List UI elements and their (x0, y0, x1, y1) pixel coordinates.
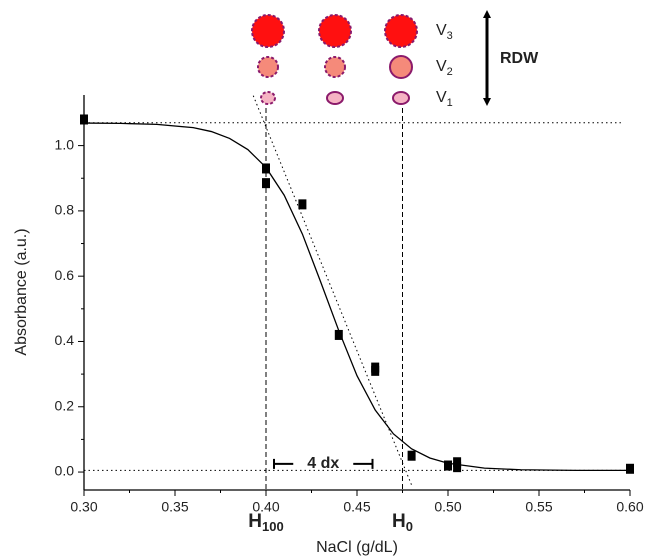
volume-label-sub: 3 (447, 30, 453, 42)
volume-label-text: V (436, 89, 447, 106)
cell (260, 91, 276, 105)
volume-label-sub: 2 (447, 66, 453, 78)
y-tick-label: 0.0 (55, 463, 75, 479)
x-tick-label: 0.60 (616, 499, 643, 515)
marker-label-text: H (392, 511, 406, 532)
y-tick-label: 0.6 (55, 267, 75, 283)
x-axis-title: NaCl (g/dL) (316, 539, 398, 556)
volume-label-sub: 1 (447, 97, 453, 109)
y-tick-label: 1.0 (55, 136, 75, 152)
volume-label-text: V (436, 58, 447, 75)
cell (384, 14, 418, 48)
volume-label-text: V (436, 22, 447, 39)
marker-label-sub: 100 (262, 519, 284, 534)
x-tick-label: 0.55 (525, 499, 552, 515)
cell (318, 14, 352, 48)
data-point (262, 163, 270, 174)
cell-diagram (251, 14, 418, 105)
fit-line (83, 122, 630, 472)
x-tick-label: 0.35 (161, 499, 188, 515)
volume-label: V2 (436, 58, 453, 78)
cell (324, 56, 346, 78)
x-tick-label: 0.50 (434, 499, 461, 515)
data-point (334, 329, 343, 340)
marker-label: H100 (248, 511, 283, 534)
data-point (626, 463, 634, 474)
data-point (407, 450, 416, 461)
y-tick-label: 0.8 (55, 202, 75, 218)
data-point (371, 365, 380, 376)
cell (389, 55, 413, 79)
y-tick-label: 0.2 (55, 397, 75, 413)
rdw-label: RDW (500, 50, 539, 67)
data-point (262, 178, 270, 189)
data-point (444, 460, 452, 471)
cell (326, 91, 344, 105)
volume-label: V3 (436, 22, 453, 42)
volume-label: V1 (436, 89, 453, 109)
x-tick-label: 0.45 (343, 499, 370, 515)
cell (257, 56, 279, 78)
marker-label-text: H (248, 511, 262, 532)
marker-label-sub: 0 (406, 519, 413, 534)
x-tick-label: 0.30 (70, 499, 97, 515)
cell (251, 14, 285, 48)
data-point (80, 114, 88, 125)
y-tick-label: 0.4 (55, 332, 75, 348)
data-point (298, 199, 307, 210)
data-point (453, 462, 462, 473)
x-tick-label: 0.40 (252, 499, 279, 515)
marker-label: H0 (392, 511, 413, 534)
span-label: 4 dx (307, 455, 339, 472)
cell (392, 91, 410, 105)
y-axis-title: Absorbance (a.u.) (13, 228, 30, 355)
